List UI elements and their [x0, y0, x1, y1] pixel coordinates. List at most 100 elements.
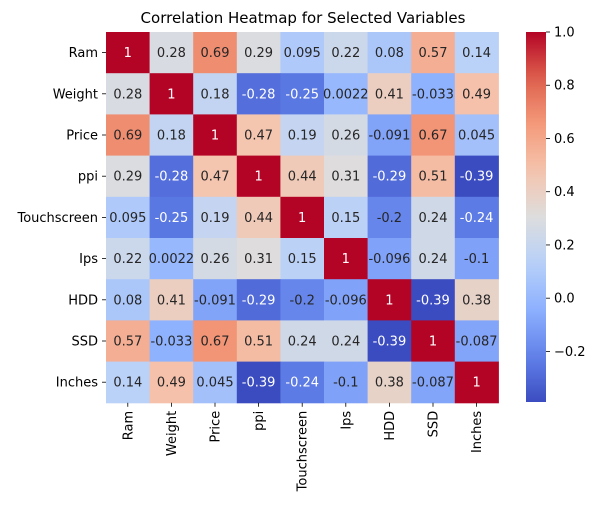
heatmap-cell-weight-inches	[454, 73, 499, 115]
cell-value-label: 0.57	[113, 335, 142, 350]
cell-value-label: 0.47	[244, 129, 273, 144]
heatmap-cell-ips-touchscreen	[280, 238, 325, 280]
heatmap-cell-ram-weight	[149, 32, 194, 74]
cell-value-label: 0.29	[244, 46, 273, 61]
heatmap-cell-inches-inches	[454, 361, 499, 404]
heatmap-cell-ips-weight	[149, 238, 194, 280]
cell-value-label: -0.24	[285, 376, 319, 391]
colorbar: −0.2 0.0 0.2 0.4 0.6 0.8 1.0	[526, 26, 586, 402]
cell-value-label: 0.14	[113, 376, 142, 391]
cell-value-label: -0.24	[460, 211, 494, 226]
heatmap-cell-weight-ppi	[236, 73, 281, 115]
heatmap-cell-ram-inches	[454, 32, 499, 74]
cell-value-label: 0.19	[288, 129, 317, 144]
cell-value-label: -0.087	[456, 335, 498, 350]
x-tick-label-touchscreen: Touchscreen	[296, 411, 311, 493]
heatmap-cells: 1 0.28 0.69 0.29 0.095 0.22 0.08 0.57 0.14 0.28 1 0…	[106, 32, 499, 404]
x-tick-label-ssd: SSD	[427, 411, 442, 438]
x-axis-ticks: Ram Weight Price ppi Touchscreen Ips HDD SSD Inc…	[121, 402, 485, 493]
cell-value-label: 1	[385, 293, 393, 308]
cell-value-label: 0.18	[201, 87, 230, 102]
cell-value-label: -0.39	[242, 376, 276, 391]
cell-value-label: 0.44	[288, 170, 317, 185]
x-tick-label-ppi: ppi	[252, 411, 267, 431]
x-tick-label-ips: Ips	[339, 411, 354, 430]
heatmap-cell-ppi-ips	[324, 155, 369, 198]
cell-value-label: 0.69	[113, 129, 142, 144]
cell-value-label: 0.67	[201, 335, 230, 350]
cell-value-label: -0.39	[373, 335, 407, 350]
heatmap-cell-ppi-ssd	[411, 155, 456, 198]
heatmap-cell-hdd-hdd	[367, 279, 412, 321]
colorbar-tick-label: 1.0	[554, 26, 575, 41]
cell-value-label: 0.38	[375, 376, 404, 391]
cell-value-label: 1	[167, 87, 175, 102]
cell-value-label: 0.08	[375, 46, 404, 61]
heatmap-cell-touchscreen-inches	[454, 196, 499, 239]
cell-value-label: 0.24	[419, 211, 448, 226]
heatmap-cell-inches-price	[193, 361, 238, 404]
heatmap-cell-touchscreen-ppi	[236, 196, 281, 239]
heatmap-cell-price-ram	[106, 114, 151, 157]
y-tick-label-ips: Ips	[79, 252, 98, 267]
cell-value-label: -0.28	[155, 170, 189, 185]
colorbar-tick-label: 0.6	[554, 132, 575, 147]
cell-value-label: 0.49	[462, 87, 491, 102]
cell-value-label: 0.57	[419, 46, 448, 61]
cell-value-label: -0.39	[416, 293, 450, 308]
cell-value-label: 0.045	[196, 376, 233, 391]
cell-value-label: -0.033	[412, 87, 454, 102]
heatmap-cell-weight-touchscreen	[280, 73, 325, 115]
y-axis-ticks: Ram Weight Price ppi Touchscreen Ips HDD SSD Inc…	[16, 46, 106, 391]
heatmap-cell-ram-ram	[106, 32, 151, 74]
heatmap-cell-weight-ram	[106, 73, 151, 115]
cell-value-label: 0.26	[331, 129, 360, 144]
cell-value-label: 0.19	[201, 211, 230, 226]
cell-value-label: 0.29	[113, 170, 142, 185]
cell-value-label: 0.15	[288, 252, 317, 267]
heatmap-cell-ips-ram	[106, 238, 151, 280]
heatmap-cell-hdd-ppi	[236, 279, 281, 321]
cell-value-label: 0.045	[458, 129, 495, 144]
cell-value-label: 0.31	[331, 170, 360, 185]
x-tick-label-weight: Weight	[165, 411, 180, 456]
cell-value-label: 0.51	[244, 335, 273, 350]
x-tick-label-ram: Ram	[121, 411, 136, 440]
heatmap-cell-ppi-price	[193, 155, 238, 198]
heatmap-cell-price-ips	[324, 114, 369, 157]
cell-value-label: 1	[429, 335, 437, 350]
heatmap-cell-ips-ips	[324, 238, 369, 280]
heatmap-cell-ppi-weight	[149, 155, 194, 198]
cell-value-label: 0.095	[109, 211, 146, 226]
cell-value-label: -0.096	[368, 252, 410, 267]
colorbar-tick-label: 0.0	[554, 292, 575, 307]
heatmap-cell-ssd-ssd	[411, 320, 456, 363]
y-tick-label-ppi: ppi	[78, 170, 98, 185]
heatmap-cell-weight-hdd	[367, 73, 412, 115]
heatmap-cell-price-price	[193, 114, 238, 157]
heatmap-cell-price-weight	[149, 114, 194, 157]
cell-value-label: 0.095	[284, 46, 321, 61]
heatmap-cell-price-hdd	[367, 114, 412, 157]
heatmap-cell-ppi-touchscreen	[280, 155, 325, 198]
heatmap-cell-ram-ssd	[411, 32, 456, 74]
cell-value-label: 1	[472, 376, 480, 391]
heatmap-cell-ppi-hdd	[367, 155, 412, 198]
heatmap-cell-weight-price	[193, 73, 238, 115]
y-tick-label-touchscreen: Touchscreen	[16, 211, 98, 226]
cell-value-label: -0.29	[373, 170, 407, 185]
cell-value-label: -0.39	[460, 170, 494, 185]
heatmap-cell-ssd-touchscreen	[280, 320, 325, 363]
cell-value-label: -0.25	[155, 211, 189, 226]
cell-value-label: -0.091	[368, 129, 410, 144]
heatmap-cell-hdd-touchscreen	[280, 279, 325, 321]
heatmap-cell-inches-hdd	[367, 361, 412, 404]
cell-value-label: 0.0022	[149, 252, 195, 267]
heatmap-cell-ram-ppi	[236, 32, 281, 74]
cell-value-label: 0.67	[419, 129, 448, 144]
cell-value-label: 0.51	[419, 170, 448, 185]
cell-value-label: 0.15	[331, 211, 360, 226]
heatmap-cell-inches-ppi	[236, 361, 281, 404]
cell-value-label: 1	[342, 252, 350, 267]
